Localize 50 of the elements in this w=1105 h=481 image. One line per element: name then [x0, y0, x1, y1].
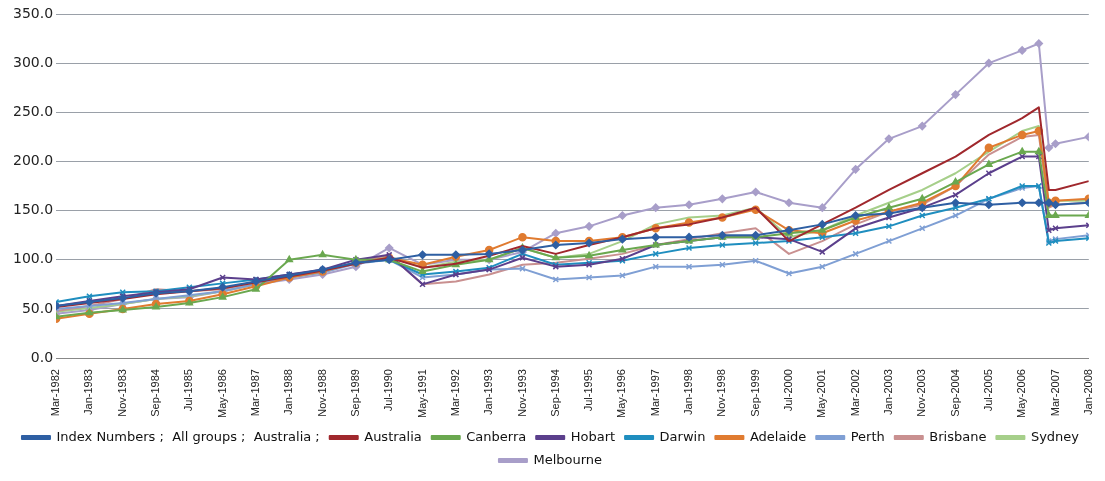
x-tick-label: Sep-2004	[948, 369, 961, 417]
x-tick-label: Mar-1992	[448, 369, 461, 417]
legend-label: Sydney	[1030, 428, 1080, 444]
legend-label: Perth	[850, 428, 885, 444]
x-tick-label: Mar-1982	[49, 369, 62, 417]
legend-label: Hobart	[570, 428, 616, 444]
x-tick-label: Mar-2002	[848, 369, 861, 417]
x-tick-label: May-2001	[815, 369, 828, 419]
x-tick-label: Jan-1988	[282, 369, 295, 415]
y-tick-label: 350.0	[12, 4, 54, 21]
y-tick-label: 150.0	[12, 201, 54, 218]
legend-label: Canberra	[466, 428, 527, 444]
x-tick-label: Sep-1994	[548, 369, 561, 417]
x-tick-label: May-1991	[415, 369, 428, 419]
legend-label: Melbourne	[533, 451, 603, 467]
x-tick-label: Jul-2005	[981, 369, 994, 412]
x-tick-label: Sep-1989	[348, 369, 361, 417]
x-tick-label: May-1986	[215, 369, 228, 419]
legend-label: Adelaide	[749, 428, 807, 444]
y-tick-label: 250.0	[12, 102, 54, 119]
x-tick-label: May-1996	[615, 369, 628, 419]
legend-label: Brisbane	[929, 428, 987, 444]
x-tick-label: Jul-1995	[582, 369, 595, 412]
x-tick-label: Nov-2003	[915, 369, 928, 417]
x-tick-label: Jul-1990	[382, 369, 395, 412]
x-tick-label: Jan-1993	[482, 369, 495, 415]
x-tick-label: Sep-1984	[149, 369, 162, 417]
legend-label: Australia	[364, 428, 422, 444]
x-tick-label: Nov-1998	[715, 369, 728, 417]
x-tick-label: Mar-1987	[248, 369, 261, 417]
x-tick-label: Jan-2008	[1081, 369, 1094, 415]
x-tick-label: Sep-1999	[748, 369, 761, 417]
x-tick-label: Jul-2000	[782, 369, 795, 412]
y-tick-label: 0.0	[30, 348, 54, 365]
y-tick-label: 50.0	[21, 299, 54, 316]
legend-label: Darwin	[659, 428, 706, 444]
x-tick-label: Jan-1983	[82, 369, 95, 415]
x-tick-label: Nov-1993	[515, 369, 528, 417]
x-tick-label: Jan-2003	[881, 369, 894, 415]
x-tick-label: Nov-1988	[315, 369, 328, 417]
x-tick-label: Mar-1997	[648, 369, 661, 417]
legend-label: Index Numbers ; All groups ; Australia ;	[56, 428, 320, 444]
x-tick-label: Mar-2007	[1048, 369, 1061, 417]
y-tick-label: 100.0	[12, 250, 54, 267]
x-tick-label: Jul-1985	[182, 369, 195, 412]
y-tick-label: 300.0	[12, 53, 54, 70]
y-tick-label: 200.0	[12, 152, 54, 169]
x-tick-label: Jan-1998	[682, 369, 695, 415]
x-tick-label: Nov-1983	[115, 369, 128, 417]
x-tick-label: May-2006	[1015, 369, 1028, 419]
